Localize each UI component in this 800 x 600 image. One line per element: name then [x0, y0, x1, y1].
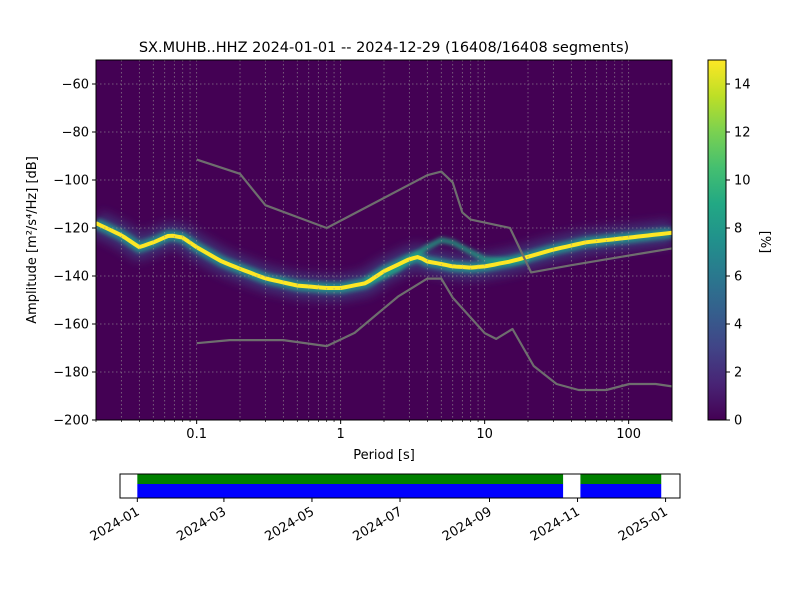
colorbar-label: [%] — [757, 231, 772, 254]
y-tick-label: −100 — [53, 174, 89, 189]
colorbar-tick-label: 10 — [734, 174, 751, 189]
y-axis-label: Amplitude [m²/s⁴/Hz] [dB] — [25, 156, 40, 324]
mode-curve — [96, 221, 672, 290]
ppsd-plot: 0.1 1 10 100 −60 −80 −100 −120 −140 −160 −180 −200 — [53, 59, 673, 442]
colorbar-tick-label: 14 — [734, 78, 751, 93]
y-tick-label: −160 — [53, 318, 89, 333]
chart-title: SX.MUHB..HHZ 2024-01-01 -- 2024-12-29 (1… — [139, 40, 629, 56]
coverage-segment-bottom — [137, 484, 564, 498]
y-tick-label: −120 — [53, 222, 89, 237]
timeline-tick-label: 2024-05 — [262, 504, 317, 544]
y-tick-label: −60 — [62, 78, 89, 93]
timeline-segments — [137, 474, 662, 498]
coverage-segment-bottom — [580, 484, 662, 498]
timeline-tick-label: 2024-01 — [88, 504, 143, 544]
colorbar-tick-label: 0 — [734, 414, 742, 429]
colorbar-tick-label: 8 — [734, 222, 742, 237]
y-tick-label: −180 — [53, 366, 89, 381]
grid-lines — [96, 60, 672, 420]
colorbar-ticks: 0 2 4 6 8 10 12 14 — [726, 78, 751, 429]
x-tick-label: 10 — [476, 427, 493, 442]
y-tick-label: −200 — [53, 414, 89, 429]
coverage-timeline: 2024-01 2024-03 2024-05 2024-07 2024-09 2024-… — [88, 473, 681, 545]
timeline-tick-label: 2024-09 — [440, 504, 495, 544]
colorbar-gradient — [707, 59, 727, 421]
coverage-segment-top — [580, 474, 662, 484]
colorbar: 0 2 4 6 8 10 12 14 [%] — [707, 59, 772, 429]
x-axis-label: Period [s] — [353, 448, 415, 463]
y-axis: −60 −80 −100 −120 −140 −160 −180 −200 — [53, 78, 96, 429]
colorbar-tick-label: 4 — [734, 318, 742, 333]
x-tick-label: 100 — [616, 427, 641, 442]
colorbar-tick-label: 12 — [734, 126, 751, 141]
timeline-tick-label: 2024-03 — [174, 504, 229, 544]
coverage-segment-top — [137, 474, 564, 484]
x-axis: 0.1 1 10 100 — [95, 420, 673, 442]
timeline-tick-label: 2024-07 — [350, 504, 405, 544]
timeline-tick-label: 2024-11 — [528, 504, 583, 544]
high-noise-model-line — [196, 158, 672, 274]
x-tick-label: 1 — [337, 427, 345, 442]
low-noise-model-line — [196, 277, 672, 392]
x-tick-label: 0.1 — [186, 427, 207, 442]
colorbar-tick-label: 6 — [734, 270, 742, 285]
noise-model-lines — [196, 158, 672, 392]
y-tick-label: −80 — [62, 126, 89, 141]
y-tick-label: −140 — [53, 270, 89, 285]
timeline-axis: 2024-01 2024-03 2024-05 2024-07 2024-09 2024-… — [88, 498, 671, 545]
timeline-tick-label: 2025-01 — [616, 504, 671, 544]
colorbar-tick-label: 2 — [734, 366, 742, 381]
